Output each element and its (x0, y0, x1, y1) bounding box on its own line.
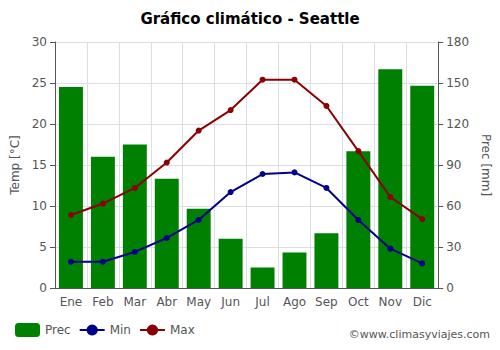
svg-text:Temp [°C]: Temp [°C] (8, 135, 22, 196)
svg-text:Jun: Jun (220, 295, 240, 309)
svg-text:30: 30 (32, 35, 47, 49)
svg-text:Prec [mm]: Prec [mm] (479, 134, 493, 196)
svg-text:May: May (186, 295, 211, 309)
svg-text:Ene: Ene (60, 295, 83, 309)
svg-text:0: 0 (39, 281, 47, 295)
svg-text:180: 180 (446, 35, 469, 49)
svg-text:Feb: Feb (92, 295, 113, 309)
svg-text:90: 90 (446, 158, 461, 172)
svg-text:©www.climasyviajes.com: ©www.climasyviajes.com (349, 328, 490, 341)
svg-text:15: 15 (32, 158, 47, 172)
svg-text:5: 5 (39, 240, 47, 254)
svg-text:60: 60 (446, 199, 461, 213)
svg-text:Jul: Jul (254, 295, 269, 309)
svg-text:150: 150 (446, 76, 469, 90)
svg-text:Oct: Oct (348, 295, 369, 309)
svg-text:Sep: Sep (315, 295, 338, 309)
svg-text:Max: Max (170, 323, 195, 337)
svg-text:Ago: Ago (283, 295, 306, 309)
svg-text:Gráfico climático - Seattle: Gráfico climático - Seattle (140, 10, 359, 28)
svg-text:25: 25 (32, 76, 47, 90)
svg-text:0: 0 (446, 281, 454, 295)
svg-text:Prec: Prec (45, 323, 71, 337)
svg-text:10: 10 (32, 199, 47, 213)
svg-text:Mar: Mar (124, 295, 147, 309)
svg-text:Min: Min (110, 323, 131, 337)
svg-text:Abr: Abr (156, 295, 177, 309)
svg-text:120: 120 (446, 117, 469, 131)
svg-text:Nov: Nov (379, 295, 402, 309)
svg-text:20: 20 (32, 117, 47, 131)
svg-text:30: 30 (446, 240, 461, 254)
svg-text:Dic: Dic (413, 295, 432, 309)
